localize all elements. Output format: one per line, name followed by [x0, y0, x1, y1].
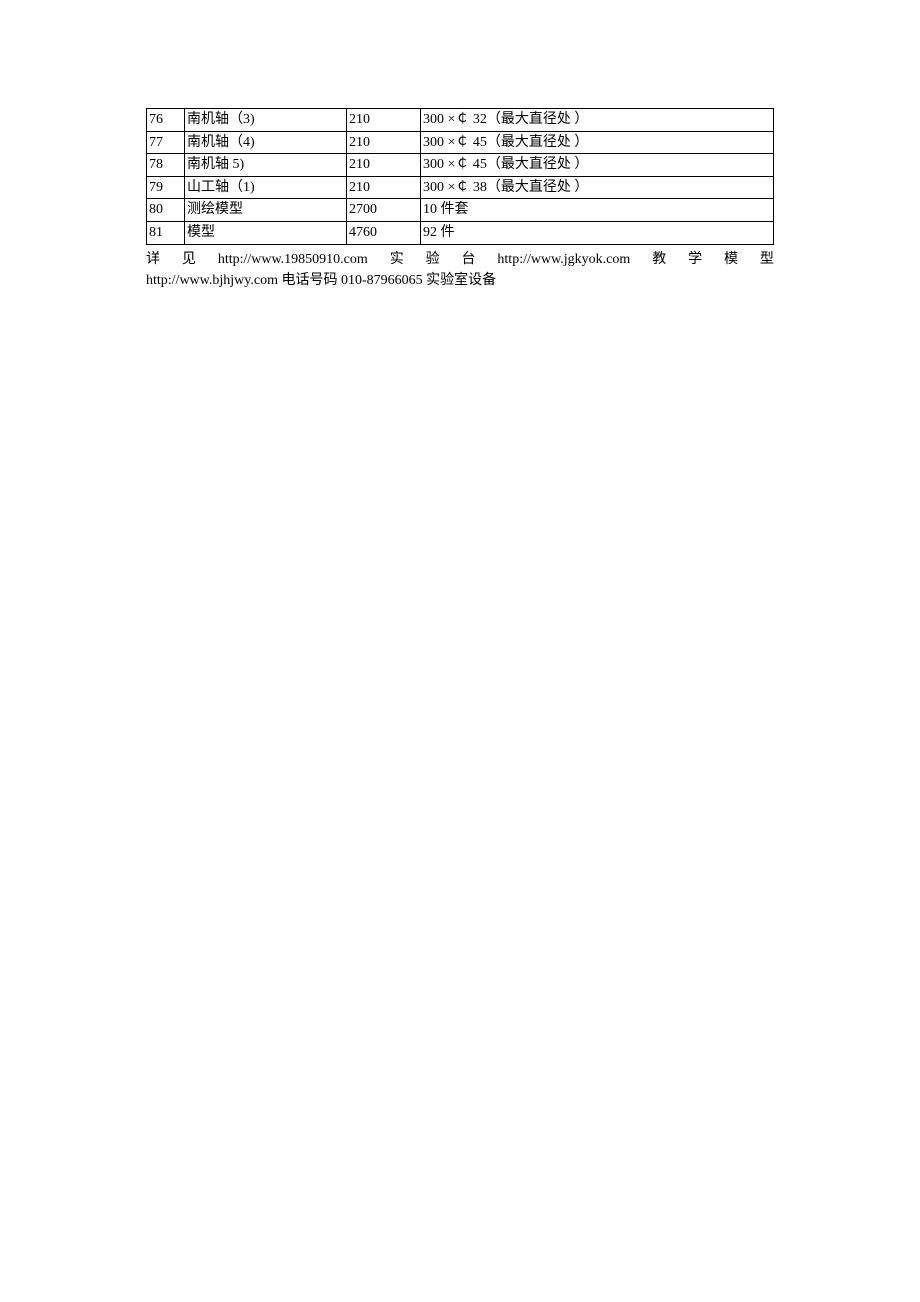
cell-desc: 92 件	[421, 221, 774, 244]
cell-desc: 300 ×￠ 38（最大直径处 ）	[421, 176, 774, 199]
footer-text-part: http://www.19850910.com	[218, 249, 368, 270]
footer-text-part: 型	[760, 249, 774, 270]
cell-qty: 210	[347, 154, 421, 177]
footer-text-part: 见	[182, 249, 196, 270]
table-row: 77南机轴（4)210300 ×￠ 45（最大直径处 ）	[147, 131, 774, 154]
table-row: 76南机轴（3)210300 ×￠ 32（最大直径处 ）	[147, 109, 774, 132]
footer-text-part: 教	[652, 249, 666, 270]
cell-desc: 300 ×￠ 32（最大直径处 ）	[421, 109, 774, 132]
footer-line1: 详 见 http://www.19850910.com 实 验 台 http:/…	[146, 249, 774, 270]
cell-name: 山工轴（1)	[185, 176, 347, 199]
cell-name: 南机轴（4)	[185, 131, 347, 154]
cell-name: 模型	[185, 221, 347, 244]
cell-qty: 210	[347, 109, 421, 132]
cell-desc: 300 ×￠ 45（最大直径处 ）	[421, 131, 774, 154]
cell-num: 77	[147, 131, 185, 154]
cell-name: 南机轴 5)	[185, 154, 347, 177]
footer-text-part: 台	[462, 249, 476, 270]
footer-text-part: 模	[724, 249, 738, 270]
data-table: 76南机轴（3)210300 ×￠ 32（最大直径处 ）77南机轴（4)2103…	[146, 108, 774, 245]
cell-qty: 4760	[347, 221, 421, 244]
footer-text-part: 详	[146, 249, 160, 270]
footer-text-part: 实	[390, 249, 404, 270]
footer-text-part: http://www.jgkyok.com	[497, 249, 630, 270]
cell-num: 78	[147, 154, 185, 177]
cell-num: 80	[147, 199, 185, 222]
table-row: 79山工轴（1)210300 ×￠ 38（最大直径处 ）	[147, 176, 774, 199]
data-table-container: 76南机轴（3)210300 ×￠ 32（最大直径处 ）77南机轴（4)2103…	[146, 108, 774, 245]
cell-name: 测绘模型	[185, 199, 347, 222]
cell-name: 南机轴（3)	[185, 109, 347, 132]
footer-text: 详 见 http://www.19850910.com 实 验 台 http:/…	[146, 249, 774, 291]
cell-qty: 2700	[347, 199, 421, 222]
cell-num: 79	[147, 176, 185, 199]
cell-qty: 210	[347, 176, 421, 199]
table-row: 81模型476092 件	[147, 221, 774, 244]
footer-text-part: 验	[426, 249, 440, 270]
cell-num: 81	[147, 221, 185, 244]
table-row: 78南机轴 5)210300 ×￠ 45（最大直径处 ）	[147, 154, 774, 177]
cell-desc: 300 ×￠ 45（最大直径处 ）	[421, 154, 774, 177]
cell-desc: 10 件套	[421, 199, 774, 222]
cell-num: 76	[147, 109, 185, 132]
footer-text-part: 学	[688, 249, 702, 270]
footer-line2: http://www.bjhjwy.com 电话号码 010-87966065 …	[146, 270, 774, 291]
cell-qty: 210	[347, 131, 421, 154]
table-row: 80测绘模型270010 件套	[147, 199, 774, 222]
